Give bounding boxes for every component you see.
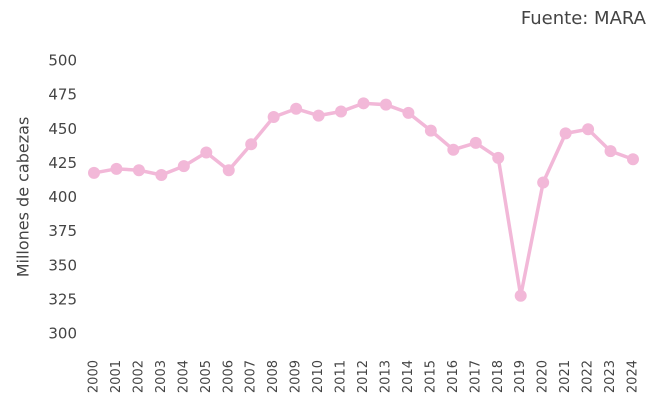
point [357,97,370,110]
point [582,123,595,136]
x-tick-label: 2019 [513,360,528,393]
x-tick-label: 2022 [581,360,596,393]
x-tick-label: 2010 [311,360,326,393]
x-tick-label: 2016 [446,360,461,393]
x-tick-label: 2024 [626,360,641,393]
y-tick-label: 400 [48,188,77,206]
y-tick-label: 300 [48,325,77,343]
x-tick-label: 2004 [176,360,191,393]
point [132,164,145,177]
point [88,166,100,179]
x-tick-label: 2006 [221,360,236,393]
y-tick-label: 450 [48,120,77,138]
x-tick-label: 2011 [334,360,349,393]
point [492,151,505,164]
point [335,105,348,118]
x-tick-label: 2013 [378,360,393,393]
x-tick-label: 2020 [536,360,551,393]
point [627,153,639,166]
x-tick-label: 2005 [199,360,214,393]
point [245,138,258,151]
point [267,110,280,123]
point [402,106,415,119]
y-axis-label: Millones de cabezas [14,117,33,278]
x-tick-label: 2002 [131,360,146,393]
x-tick-label: 2017 [468,360,483,393]
y-tick-label: 425 [48,154,77,172]
x-tick-label: 2000 [87,360,102,393]
y-tick-label: 350 [48,256,77,274]
point [469,136,482,149]
point [290,102,303,115]
x-tick-label: 2008 [266,360,281,393]
point [177,160,190,173]
point [424,124,437,137]
y-tick-label: 325 [48,290,77,308]
x-tick-label: 2014 [401,360,416,393]
line [93,101,634,298]
x-tick-label: 2012 [356,360,371,393]
point [222,164,235,177]
x-tick-label: 2009 [289,360,304,393]
point [110,162,123,175]
x-tick-label: 2023 [603,360,618,393]
y-tick-label: 375 [48,222,77,240]
x-tick-label: 2021 [558,360,573,393]
x-tick-label: 2007 [244,360,259,393]
point [155,168,168,181]
point [200,146,213,159]
point [312,109,325,122]
x-tick-label: 2018 [491,360,506,393]
y-tick-label: 475 [48,86,77,104]
x-tick-label: 2003 [154,360,169,393]
y-tick-label: 500 [48,52,77,70]
point [379,98,392,111]
x-tick-label: 2001 [109,360,124,393]
point [559,127,572,140]
point [514,289,527,302]
source-note: Fuente: MARA [521,8,647,29]
point [537,176,550,189]
x-tick-label: 2015 [423,360,438,393]
point [604,145,617,158]
point [447,143,460,156]
